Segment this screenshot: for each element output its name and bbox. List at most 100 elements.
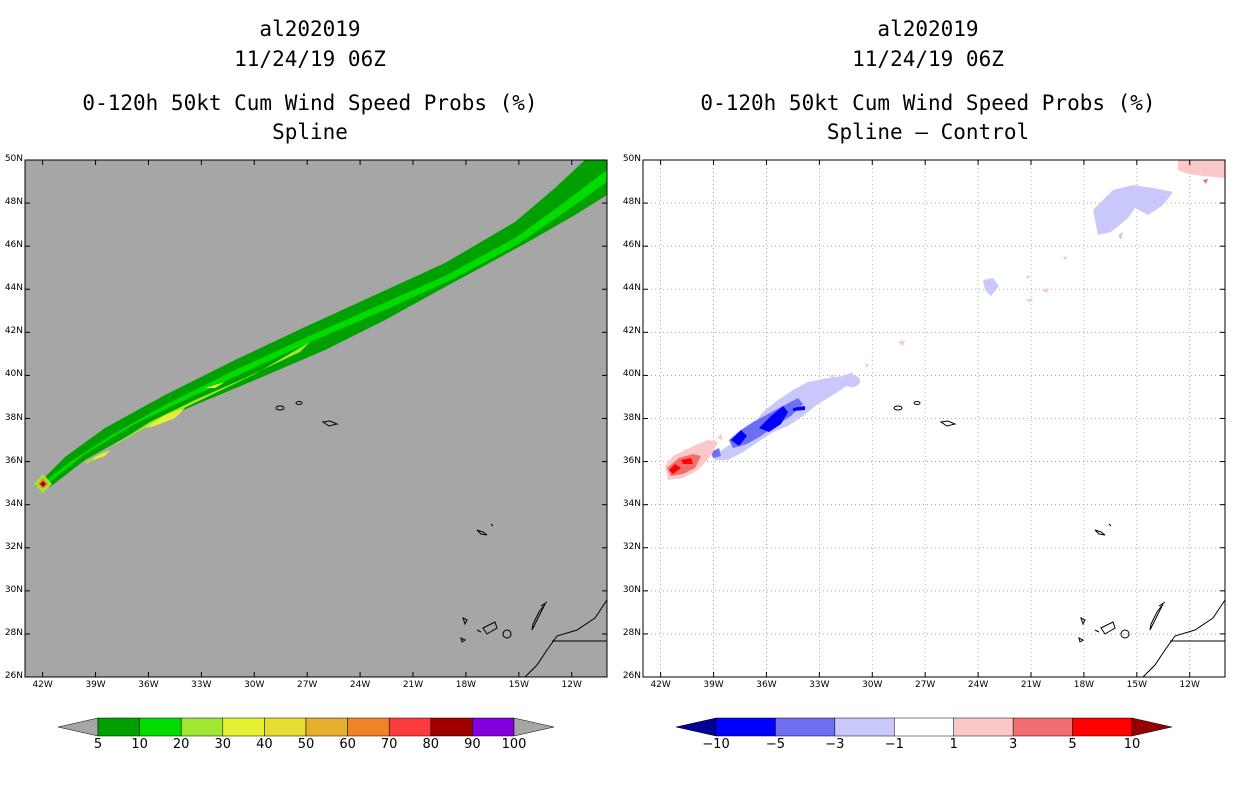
lat-tick-label: 50N bbox=[622, 154, 641, 164]
colorbar-swatch bbox=[305, 717, 348, 737]
colorbar-swatch bbox=[97, 717, 140, 737]
lat-tick-label: 30N bbox=[4, 584, 23, 595]
colorbar-swatch bbox=[222, 717, 265, 737]
colorbar-label: 5 bbox=[93, 737, 103, 752]
colorbar-label: −3 bbox=[825, 737, 845, 752]
colorbar-swatch bbox=[715, 717, 776, 737]
lat-tick-label: 40N bbox=[622, 369, 641, 380]
lon-tick-label: 36W bbox=[756, 680, 777, 690]
lat-tick-label: 40N bbox=[4, 369, 23, 380]
colorbar-swatch bbox=[953, 717, 1014, 737]
lon-tick-label: 39W bbox=[85, 680, 106, 690]
lon-tick-label: 18W bbox=[1073, 680, 1095, 690]
lat-tick-label: 30N bbox=[622, 584, 641, 595]
colorbar-arrow-low bbox=[57, 717, 99, 737]
right-datetime: 11/24/19 06Z bbox=[852, 47, 1004, 71]
colorbar-label: 20 bbox=[172, 737, 190, 752]
right-gridlines bbox=[643, 160, 1225, 677]
left-product-title: 0-120h 50kt Cum Wind Speed Probs (%) bbox=[82, 91, 538, 115]
lat-tick-label: 44N bbox=[622, 283, 641, 294]
colorbar-swatch bbox=[775, 717, 836, 737]
left-datetime: 11/24/19 06Z bbox=[234, 47, 386, 71]
colorbar-swatch bbox=[834, 717, 895, 737]
left-storm-id: al202019 bbox=[259, 17, 361, 41]
prob-swath-40c bbox=[205, 382, 225, 388]
colorbar-arrow-low bbox=[675, 717, 717, 737]
lat-tick-label: 26N bbox=[4, 671, 23, 681]
left-axis-ticks bbox=[25, 159, 607, 678]
colorbar-label: −1 bbox=[884, 737, 904, 752]
left-subtitle: Spline bbox=[272, 120, 348, 144]
lat-tick-label: 50N bbox=[4, 154, 23, 164]
colorbar-label: 10 bbox=[131, 737, 148, 752]
prob-swath-40b bbox=[145, 408, 185, 428]
lat-tick-label: 38N bbox=[4, 412, 23, 423]
lon-tick-label: 24W bbox=[967, 680, 989, 690]
colorbar-label: 3 bbox=[1009, 737, 1018, 752]
colorbar-swatch bbox=[894, 717, 954, 737]
colorbar-label: −5 bbox=[765, 737, 785, 752]
colorbar-label: 80 bbox=[422, 737, 440, 752]
lon-tick-label: 21W bbox=[402, 680, 424, 690]
lon-tick-label: 36W bbox=[138, 680, 159, 690]
colorbar-swatch bbox=[264, 717, 307, 737]
lon-tick-label: 30W bbox=[244, 680, 265, 690]
lat-tick-label: 28N bbox=[622, 627, 641, 638]
colorbar-swatch bbox=[1072, 717, 1133, 737]
colorbar-swatch bbox=[388, 717, 432, 737]
colorbar-label: 5 bbox=[1068, 737, 1077, 752]
colorbar-swatch bbox=[347, 717, 390, 737]
colorbar-arrow-high bbox=[513, 717, 555, 737]
lon-tick-label: 42W bbox=[650, 680, 671, 690]
left-coastlines bbox=[275, 401, 608, 678]
lat-tick-label: 36N bbox=[622, 455, 641, 466]
lon-tick-label: 24W bbox=[349, 680, 371, 690]
lat-tick-label: 34N bbox=[622, 498, 641, 509]
lon-tick-label: 12W bbox=[1179, 680, 1200, 690]
colorbar-label: 100 bbox=[501, 737, 527, 752]
lat-tick-label: 36N bbox=[4, 455, 23, 466]
colorbar-label: 1 bbox=[949, 737, 958, 752]
prob-swath-10 bbox=[35, 160, 607, 487]
lon-tick-label: 21W bbox=[1020, 680, 1042, 690]
lat-tick-label: 48N bbox=[4, 197, 23, 208]
right-storm-id: al202019 bbox=[877, 17, 979, 41]
colorbar-swatch bbox=[1012, 717, 1073, 737]
lat-tick-label: 28N bbox=[4, 627, 23, 638]
lon-tick-label: 27W bbox=[296, 680, 318, 690]
right-axis-ticks bbox=[643, 159, 1225, 678]
colorbar-label: 50 bbox=[297, 737, 315, 752]
diff-positive-strong bbox=[669, 458, 693, 474]
lon-tick-label: 12W bbox=[561, 680, 582, 690]
lat-tick-label: 26N bbox=[622, 671, 641, 681]
lat-tick-label: 46N bbox=[622, 240, 641, 251]
colorbar-label: 40 bbox=[256, 737, 273, 752]
lon-tick-label: 33W bbox=[809, 680, 830, 690]
colorbar-swatch bbox=[472, 717, 515, 737]
colorbar-arrow-high bbox=[1131, 717, 1173, 737]
genesis-point-inner bbox=[40, 481, 46, 487]
lat-tick-label: 42N bbox=[4, 326, 23, 337]
lon-tick-label: 18W bbox=[455, 680, 477, 690]
colorbar-label: −10 bbox=[702, 737, 730, 752]
colorbar-label: 90 bbox=[464, 737, 481, 752]
lat-tick-label: 48N bbox=[622, 197, 641, 208]
lon-tick-label: 42W bbox=[32, 680, 53, 690]
colorbar-swatch bbox=[430, 717, 473, 737]
lon-tick-label: 15W bbox=[1126, 680, 1147, 690]
right-product-title: 0-120h 50kt Cum Wind Speed Probs (%) bbox=[700, 91, 1156, 115]
colorbar-swatch bbox=[180, 717, 224, 737]
left-colorbar bbox=[57, 717, 555, 737]
lat-tick-label: 34N bbox=[4, 498, 23, 509]
lon-tick-label: 30W bbox=[862, 680, 883, 690]
right-subtitle: Spline – Control bbox=[826, 120, 1030, 144]
lat-tick-label: 32N bbox=[622, 541, 641, 552]
lon-tick-label: 27W bbox=[914, 680, 936, 690]
lat-tick-label: 32N bbox=[4, 541, 23, 552]
lon-tick-label: 39W bbox=[703, 680, 724, 690]
colorbar-label: 10 bbox=[1123, 737, 1141, 752]
right-map bbox=[642, 159, 1226, 678]
colorbar-label: 30 bbox=[214, 737, 232, 752]
left-map bbox=[24, 159, 608, 678]
colorbar-label: 60 bbox=[339, 737, 356, 752]
